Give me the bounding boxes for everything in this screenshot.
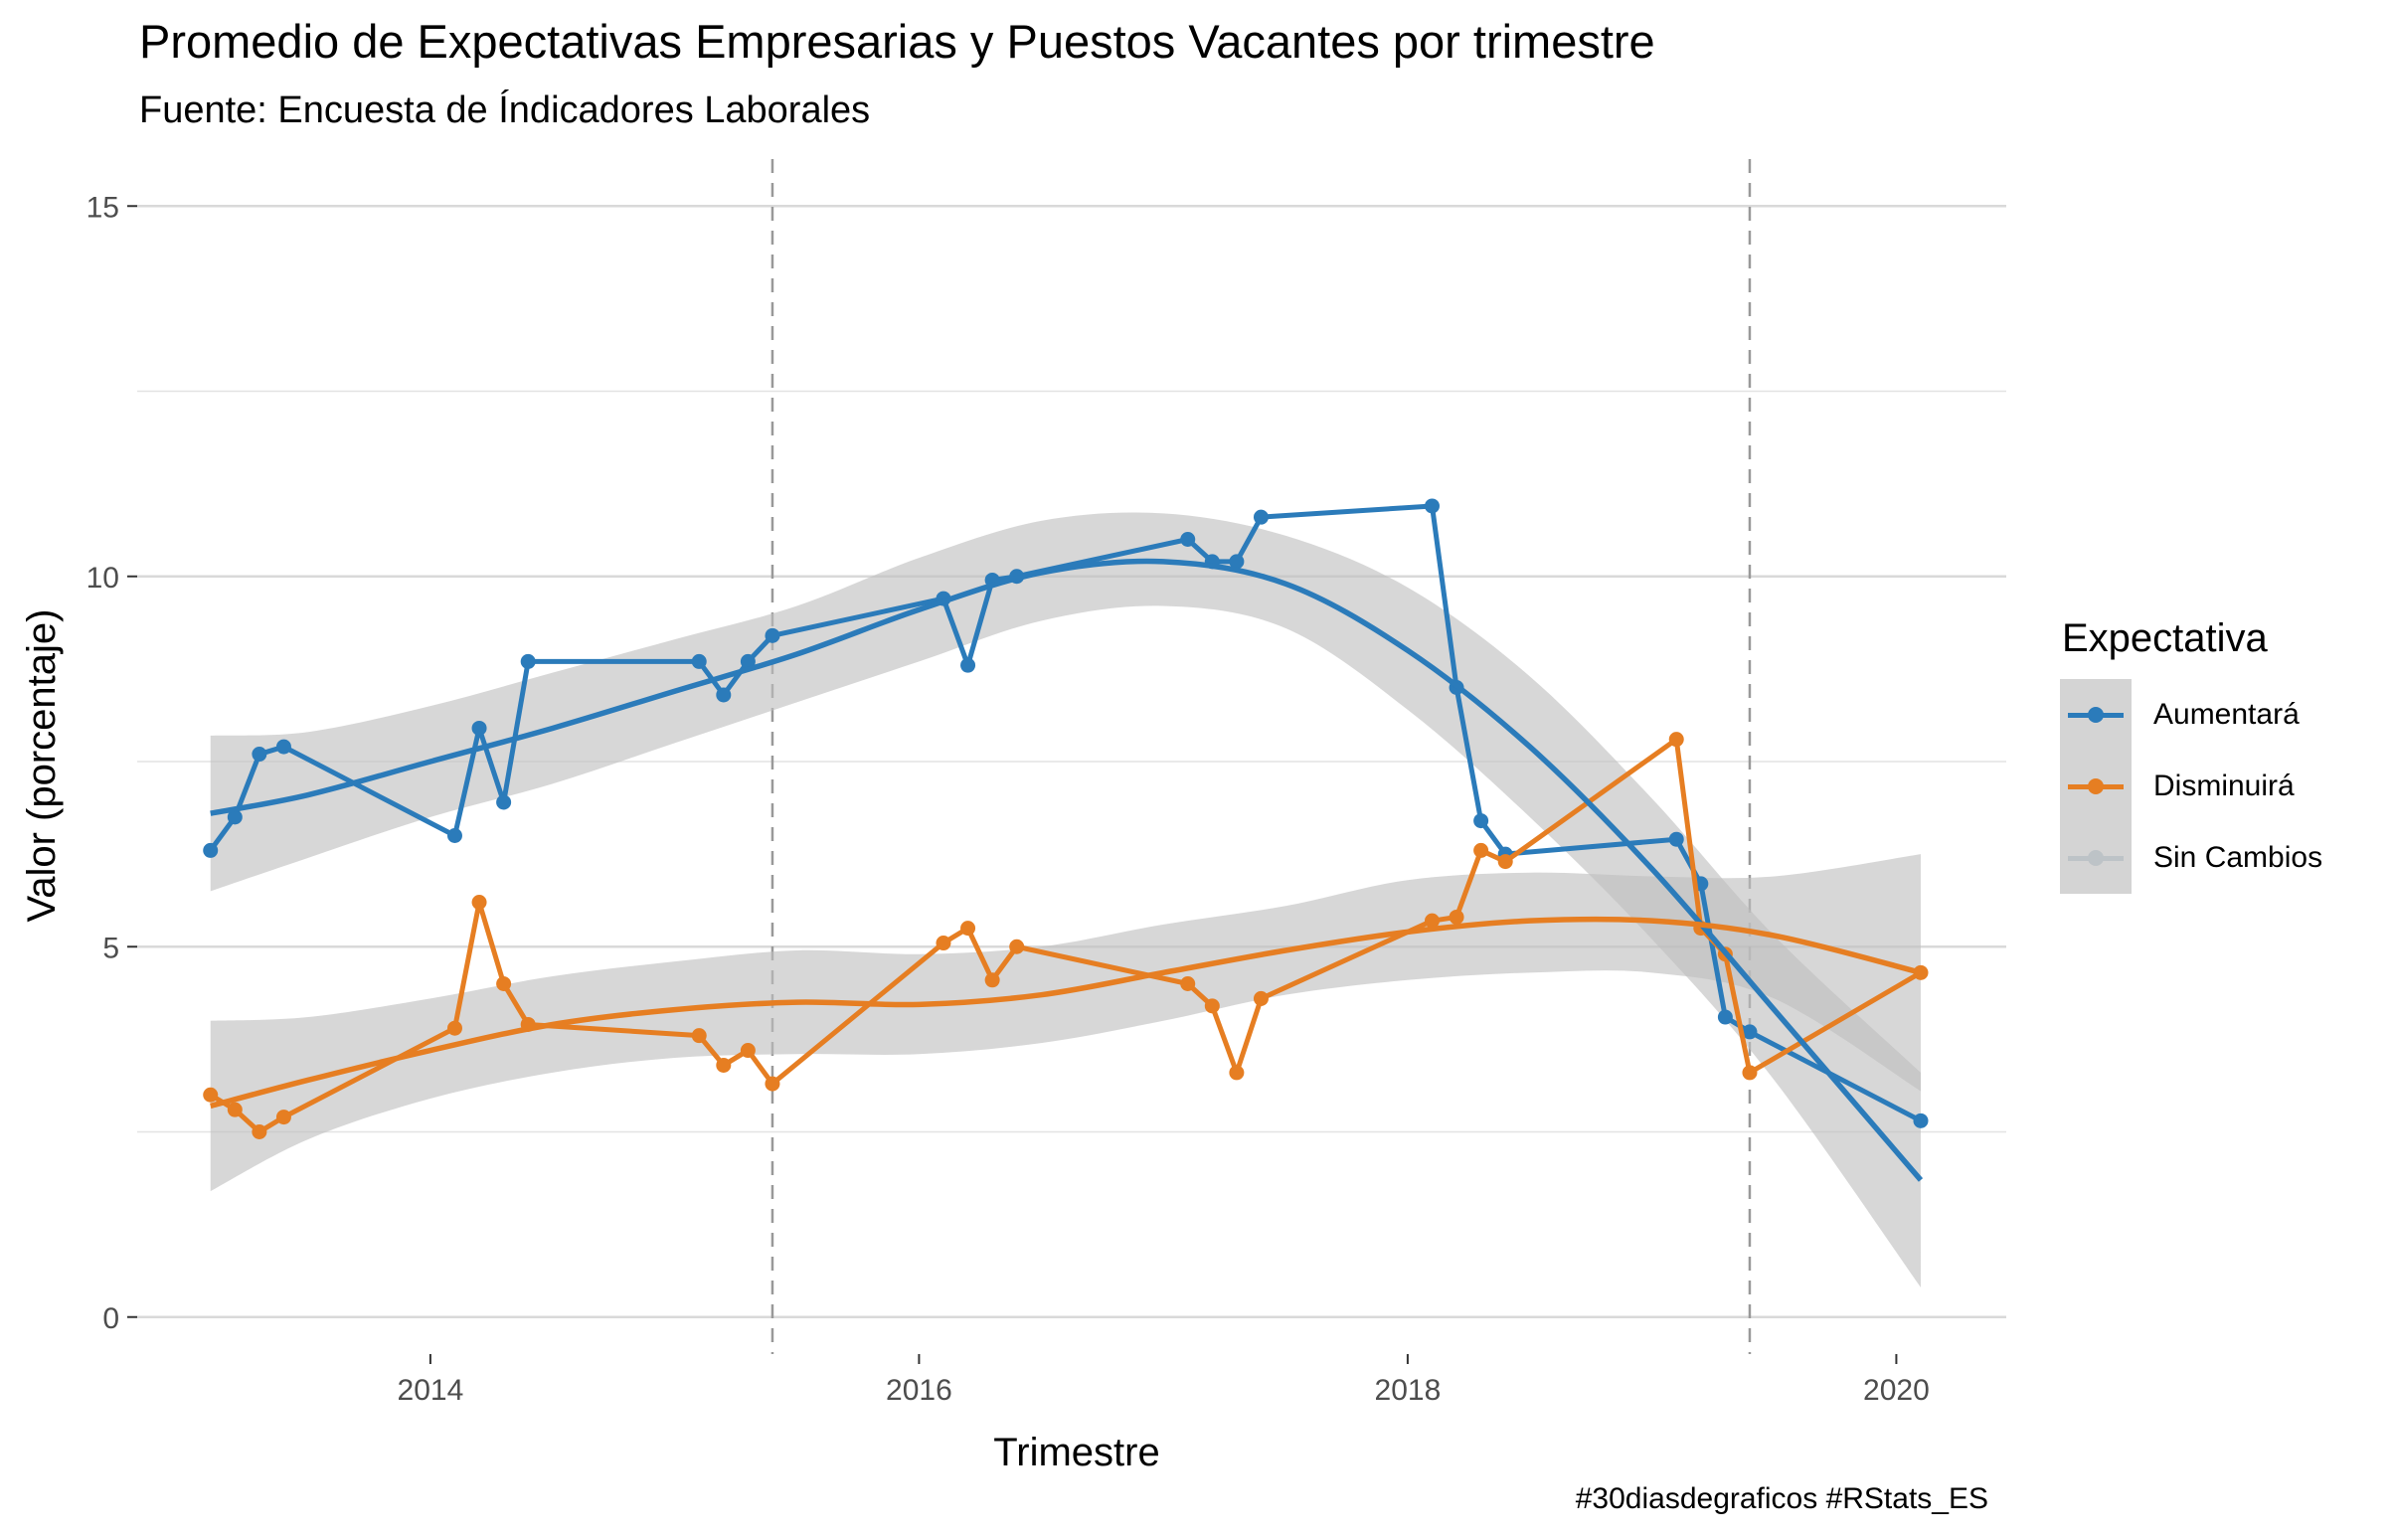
data-point-aumentara — [1229, 554, 1245, 570]
data-point-aumentara — [446, 828, 462, 843]
y-tick-label: 10 — [86, 562, 119, 595]
y-tick-label: 15 — [86, 191, 119, 224]
chart-subtitle: Fuente: Encuesta de Índicadores Laborale… — [139, 89, 871, 131]
data-point-disminuira — [1449, 909, 1464, 925]
legend-label-disminuira: Disminuirá — [2153, 770, 2295, 802]
data-point-disminuira — [1180, 976, 1196, 991]
data-point-disminuira — [1742, 1065, 1758, 1081]
data-point-aumentara — [520, 653, 536, 669]
legend: Expectativa Aumentará Disminuirá Sin Cam… — [2060, 616, 2322, 894]
data-point-aumentara — [1424, 498, 1440, 514]
data-point-disminuira — [1009, 939, 1025, 954]
data-point-aumentara — [740, 653, 756, 669]
legend-key-disminuira — [2060, 751, 2132, 822]
data-point-aumentara — [1742, 1024, 1758, 1040]
data-point-aumentara — [1180, 532, 1196, 547]
data-point-disminuira — [765, 1076, 780, 1092]
legend-key-sin-cambios — [2060, 822, 2132, 894]
data-point-aumentara — [716, 687, 732, 703]
legend-dot-aumentara — [2088, 707, 2104, 723]
data-point-disminuira — [1204, 998, 1220, 1014]
x-tick-label: 2016 — [886, 1374, 952, 1407]
data-point-disminuira — [446, 1020, 462, 1036]
data-point-aumentara — [1668, 831, 1684, 847]
data-point-disminuira — [496, 976, 512, 991]
data-point-disminuira — [936, 936, 951, 951]
data-point-aumentara — [691, 653, 707, 669]
data-point-aumentara — [252, 747, 267, 763]
legend-item-aumentara: Aumentará — [2060, 679, 2322, 751]
axis-layer: 0 5 10 15 2014 2016 2018 2020 — [86, 191, 1930, 1407]
data-point-aumentara — [275, 739, 291, 755]
data-point-disminuira — [740, 1043, 756, 1059]
data-point-disminuira — [471, 895, 487, 911]
data-point-disminuira — [1424, 913, 1440, 929]
data-point-disminuira — [1668, 732, 1684, 748]
legend-dot-disminuira — [2088, 778, 2104, 794]
data-point-disminuira — [203, 1087, 219, 1103]
data-point-aumentara — [1913, 1112, 1929, 1128]
data-point-disminuira — [275, 1110, 291, 1125]
data-point-disminuira — [252, 1124, 267, 1139]
data-point-disminuira — [716, 1057, 732, 1073]
x-axis-label: Trimestre — [993, 1431, 1159, 1474]
data-point-aumentara — [496, 794, 512, 810]
data-point-aumentara — [1473, 813, 1489, 829]
y-tick-label: 0 — [102, 1302, 119, 1335]
grid-layer — [137, 205, 2006, 1318]
series-layer — [203, 498, 1929, 1182]
confidence-ribbon-0 — [210, 512, 1921, 1287]
data-point-aumentara — [227, 809, 243, 825]
trend-line-aumentara — [210, 558, 1924, 1182]
reference-lines — [770, 159, 1752, 1354]
x-tick-label: 2020 — [1863, 1374, 1930, 1407]
data-point-disminuira — [1497, 854, 1513, 870]
y-axis-label: Valor (porcentaje) — [20, 609, 64, 923]
confidence-ribbon-1 — [210, 854, 1921, 1192]
data-point-disminuira — [1229, 1065, 1245, 1081]
chart-caption: #30diasdegraficos #RStats_ES — [1575, 1482, 1988, 1515]
data-point-aumentara — [203, 842, 219, 858]
data-point-disminuira — [1253, 990, 1269, 1006]
legend-title: Expectativa — [2062, 616, 2268, 660]
legend-dot-sin-cambios — [2088, 850, 2104, 866]
legend-label-sin-cambios: Sin Cambios — [2153, 841, 2323, 874]
y-tick-label: 5 — [102, 932, 119, 964]
data-point-disminuira — [960, 921, 976, 937]
data-point-disminuira — [691, 1028, 707, 1044]
data-point-aumentara — [1253, 509, 1269, 525]
data-point-aumentara — [471, 720, 487, 736]
legend-label-aumentara: Aumentará — [2153, 698, 2300, 731]
chart-title: Promedio de Expectativas Empresarias y P… — [139, 15, 1655, 68]
data-point-disminuira — [984, 972, 1000, 988]
data-point-disminuira — [1473, 842, 1489, 858]
legend-item-sin-cambios: Sin Cambios — [2060, 822, 2322, 894]
x-tick-label: 2018 — [1375, 1374, 1442, 1407]
trend-line-disminuira — [210, 916, 1922, 1110]
x-tick-label: 2014 — [398, 1374, 464, 1407]
data-point-aumentara — [960, 657, 976, 673]
data-point-aumentara — [765, 627, 780, 643]
data-point-aumentara — [1717, 1009, 1733, 1025]
data-point-disminuira — [227, 1102, 243, 1117]
legend-item-disminuira: Disminuirá — [2060, 751, 2322, 822]
legend-key-aumentara — [2060, 679, 2132, 751]
confidence-ribbons — [210, 512, 1921, 1287]
